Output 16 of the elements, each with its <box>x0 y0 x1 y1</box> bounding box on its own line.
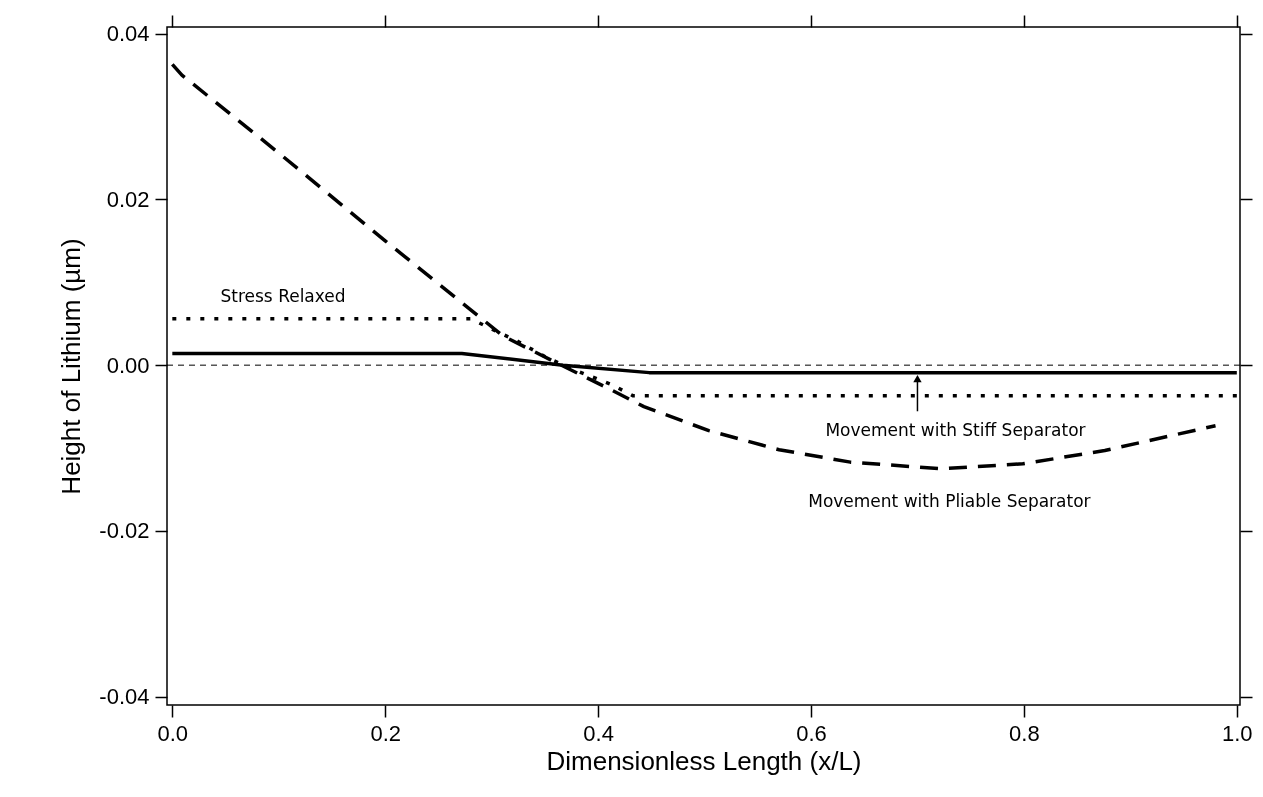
annotation: Movement with Stiff Separator <box>825 419 1086 440</box>
y-tick-label: 0.02 <box>106 186 150 212</box>
x-tick-label: 0.6 <box>796 720 827 746</box>
x-tick-label: 0.0 <box>157 720 189 746</box>
x-tick-label: 0.2 <box>370 720 402 746</box>
x-tick-label: 0.4 <box>583 720 614 746</box>
y-tick-label: 0.04 <box>106 21 150 47</box>
y-tick-label: -0.04 <box>99 684 150 710</box>
y-tick-label: 0.00 <box>106 352 150 378</box>
x-tick-label: 1.0 <box>1222 720 1253 746</box>
x-axis-title: Dimensionless Length (x/L) <box>546 745 862 776</box>
annotation: Movement with Pliable Separator <box>808 490 1091 511</box>
annotation: Stress Relaxed <box>220 285 346 306</box>
y-tick-label: -0.02 <box>99 518 150 544</box>
x-tick-label: 0.8 <box>1009 720 1040 746</box>
y-axis-title: Height of Lithium (µm) <box>56 238 87 495</box>
